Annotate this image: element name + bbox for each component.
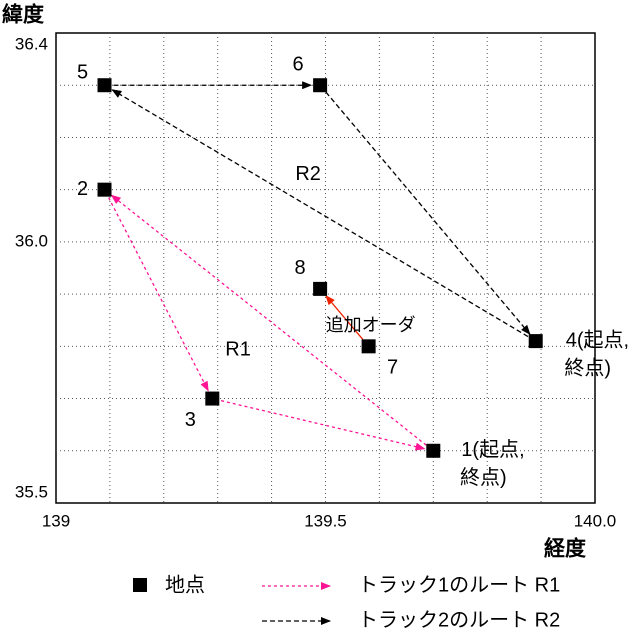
y-tick-label: 35.5 <box>15 482 48 501</box>
route-segment <box>110 194 427 446</box>
location-label: 3 <box>185 409 196 431</box>
location-label: 終点) <box>564 356 611 379</box>
legend-label: トラック2のルート R2 <box>358 608 560 631</box>
x-tick-label: 139.5 <box>304 511 347 530</box>
legend-marker <box>133 578 147 592</box>
location-label: 7 <box>387 357 398 379</box>
route-segment <box>108 197 209 392</box>
location-label: 6 <box>293 54 304 76</box>
legend-label: トラック1のルート R1 <box>358 573 560 596</box>
location-label: 終点) <box>460 466 507 489</box>
location-label: 1(起点, <box>461 438 524 461</box>
location-label: 8 <box>295 257 306 279</box>
y-tick-label: 36.0 <box>15 231 48 250</box>
location-marker <box>313 78 328 93</box>
location-marker <box>205 391 220 406</box>
x-axis-title: 経度 <box>544 537 586 561</box>
legend-label: 地点 <box>165 573 205 596</box>
route-label: R2 <box>295 163 321 185</box>
location-marker <box>426 443 441 458</box>
location-marker <box>97 182 112 197</box>
route-label: R1 <box>225 339 251 361</box>
route-segment <box>220 399 426 451</box>
location-marker <box>361 339 376 354</box>
route-segment <box>111 89 529 338</box>
location-marker <box>528 334 543 349</box>
location-label: 2 <box>77 178 88 200</box>
x-tick-label: 139 <box>42 511 70 530</box>
added-order-label: 追加オーダ <box>326 315 416 335</box>
x-tick-label: 140.0 <box>574 511 617 530</box>
route-segment <box>325 91 531 335</box>
added-order-arrow <box>325 295 364 340</box>
location-label: 4(起点, <box>566 328 629 351</box>
y-axis-title: 緯度 <box>2 3 44 27</box>
location-marker <box>97 78 112 93</box>
y-tick-label: 36.4 <box>15 34 48 53</box>
plot-frame <box>55 32 596 504</box>
location-label: 5 <box>77 62 88 84</box>
location-marker <box>313 281 328 296</box>
